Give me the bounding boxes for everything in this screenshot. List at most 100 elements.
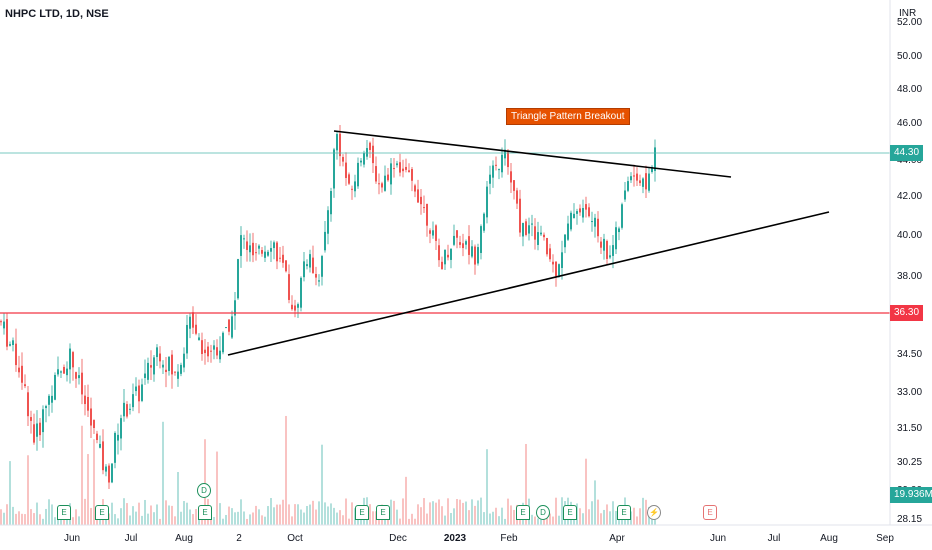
candle: [384, 165, 386, 192]
volume-bar: [81, 425, 83, 525]
earnings-event-icon[interactable]: E: [617, 505, 631, 520]
candle: [531, 214, 533, 237]
volume-bar: [12, 506, 14, 525]
volume-bar: [480, 497, 482, 525]
candle: [453, 224, 455, 247]
earnings-event-icon[interactable]: E: [376, 505, 390, 520]
candle: [390, 158, 392, 195]
candle: [21, 352, 23, 390]
candle: [48, 394, 50, 417]
candle: [297, 302, 299, 318]
volume-bar: [645, 499, 647, 525]
volume-bar: [162, 421, 164, 525]
volume-bar: [126, 503, 128, 525]
candle: [132, 383, 134, 412]
volume-bar: [291, 516, 293, 525]
candle: [357, 157, 359, 189]
price-axis: 52.0050.0048.0046.0044.0042.0040.0038.00…: [897, 17, 922, 525]
candle: [15, 328, 17, 372]
earnings-event-icon[interactable]: E: [198, 505, 212, 520]
candle: [291, 295, 293, 311]
volume-bar: [249, 514, 251, 525]
volume-bar: [21, 513, 23, 525]
earnings-event-icon[interactable]: E: [95, 505, 109, 520]
candle: [570, 210, 572, 232]
price-tick-label: 38.00: [897, 271, 922, 282]
price-tick-label: 50.00: [897, 51, 922, 62]
candle: [255, 242, 257, 261]
candle: [144, 359, 146, 385]
candle: [123, 389, 125, 422]
candle: [624, 182, 626, 202]
volume-bar: [39, 514, 41, 525]
candle: [258, 244, 260, 255]
volume-bar: [87, 454, 89, 525]
volume-bar: [159, 518, 161, 525]
volume-bar: [336, 512, 338, 525]
volume-bar: [36, 502, 38, 525]
candle: [444, 249, 446, 271]
time-tick-label: 2023: [444, 533, 467, 544]
candle: [147, 357, 149, 384]
time-tick-label: Feb: [500, 533, 518, 544]
volume-bar: [216, 451, 218, 525]
volume-bar: [594, 480, 596, 525]
volume-bar: [531, 514, 533, 525]
candle: [201, 332, 203, 361]
volume-bar: [420, 507, 422, 525]
candle: [489, 165, 491, 195]
volume-bar: [225, 514, 227, 525]
earnings-event-icon[interactable]: E: [355, 505, 369, 520]
volume-bar: [6, 504, 8, 525]
dividend-event-icon[interactable]: D: [197, 483, 211, 498]
volume-bar: [396, 509, 398, 525]
candle: [114, 431, 116, 469]
candle: [594, 213, 596, 238]
volume-bar: [279, 504, 281, 525]
candle: [162, 360, 164, 375]
candle: [183, 347, 185, 373]
candle: [396, 160, 398, 168]
volume-bar: [294, 504, 296, 525]
earnings-event-icon[interactable]: E: [563, 505, 577, 520]
candle: [372, 137, 374, 173]
future-earnings-icon[interactable]: E: [703, 505, 717, 520]
volume-bar: [45, 508, 47, 525]
volume-bar: [120, 508, 122, 525]
breakout-annotation[interactable]: Triangle Pattern Breakout: [506, 108, 630, 125]
candle: [321, 254, 323, 286]
volume-bar: [612, 501, 614, 525]
candle: [345, 152, 347, 186]
candle: [252, 232, 254, 263]
candle: [12, 337, 14, 352]
candle: [576, 208, 578, 225]
earnings-event-icon[interactable]: E: [57, 505, 71, 520]
candle: [66, 361, 68, 382]
candle: [234, 291, 236, 330]
split-event-icon[interactable]: ⚡: [647, 505, 661, 520]
volume-bar: [195, 509, 197, 525]
volume-bar: [231, 508, 233, 525]
candle: [462, 233, 464, 257]
volume-bar: [639, 508, 641, 525]
candle: [492, 160, 494, 188]
candle: [348, 172, 350, 186]
candle: [330, 187, 332, 222]
volume-bar: [405, 476, 407, 525]
volume-bar: [504, 518, 506, 525]
volume-bar: [453, 508, 455, 525]
candle: [378, 173, 380, 195]
volume-bar: [315, 509, 317, 525]
candle: [597, 211, 599, 243]
dividend-event-icon[interactable]: D: [536, 505, 550, 520]
volume-bar: [42, 518, 44, 525]
volume-bar: [348, 518, 350, 525]
candle: [480, 224, 482, 260]
earnings-event-icon[interactable]: E: [516, 505, 530, 520]
time-tick-label: Jul: [768, 533, 781, 544]
candle: [72, 350, 74, 381]
candle: [477, 243, 479, 266]
volume-bar: [240, 499, 242, 525]
